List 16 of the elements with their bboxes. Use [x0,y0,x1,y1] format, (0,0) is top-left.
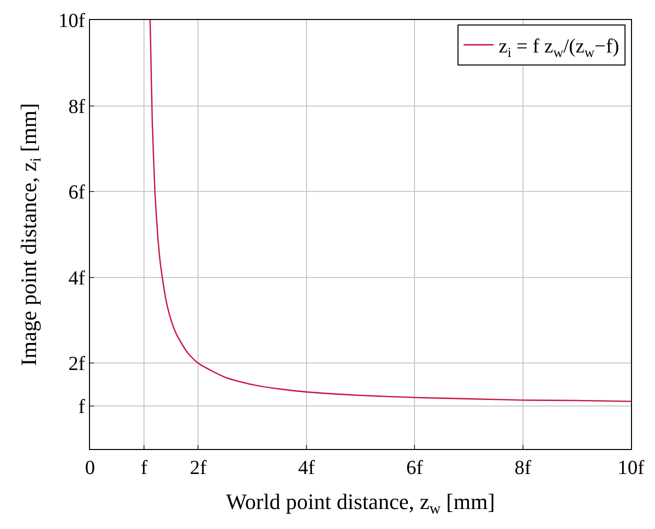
line-series [149,20,631,402]
x-tick-label: 4f [298,457,316,479]
legend-label: z$_{i}$ = f z$_{w}$/(z$_{w}$−f) [498,36,620,61]
x-tick-label: 8f [514,457,532,479]
y-tick-label: 10f [58,10,86,32]
y-tick-label: 6f [68,182,86,204]
x-tick-label: 6f [406,457,424,479]
y-tick-label: 4f [68,267,86,290]
x-axis-title: World point distance, z$_{w}$ [mm] [226,488,496,518]
x-tick-label: f [140,457,148,479]
y-tick-label: 8f [68,96,86,118]
x-tick-label: 0 [85,457,95,479]
x-tick-label: 10f [618,457,645,479]
x-tick-label: 2f [190,457,207,479]
y-tick-label: f [78,396,86,418]
y-tick-label: 2f [68,353,86,376]
